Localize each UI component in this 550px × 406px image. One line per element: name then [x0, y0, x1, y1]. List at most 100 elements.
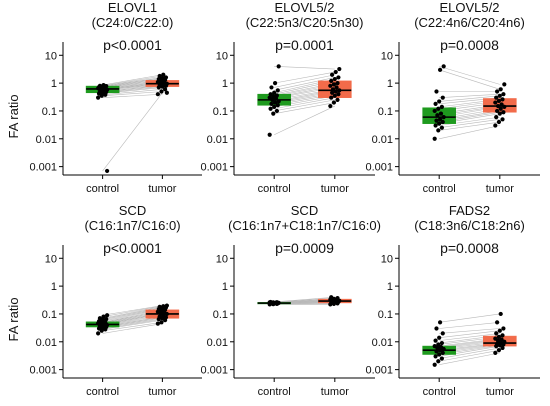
- tumor-data-point: [331, 100, 337, 105]
- control-data-point: [440, 350, 445, 355]
- tumor-data-point: [332, 93, 337, 98]
- tumor-data-point: [496, 119, 502, 125]
- paired-line: [102, 322, 163, 332]
- paired-line: [274, 105, 335, 135]
- paired-line: [439, 116, 500, 126]
- p-value: p=0.0009: [275, 240, 334, 256]
- paired-line: [102, 92, 163, 172]
- y-tick-label: 0.1: [42, 309, 57, 321]
- y-tick-label: 10: [45, 253, 57, 265]
- panel-title-line1: ELOVL1: [108, 0, 157, 15]
- tumor-data-point: [493, 336, 498, 341]
- tumor-data-point: [502, 82, 507, 87]
- y-axis-label: FA ratio: [6, 94, 21, 138]
- tumor-data-point: [493, 100, 498, 105]
- control-data-point: [97, 316, 103, 321]
- control-data-point: [439, 356, 444, 361]
- tumor-data-point: [493, 123, 498, 128]
- paired-line: [274, 66, 335, 70]
- control-data-point: [432, 343, 437, 349]
- control-data-point: [96, 95, 101, 100]
- tumor-data-point: [493, 350, 498, 355]
- tumor-data-point: [157, 304, 162, 309]
- tumor-data-point: [336, 92, 341, 97]
- tumor-data-point: [500, 333, 505, 338]
- tumor-data-point: [499, 102, 504, 107]
- control-data-point: [436, 359, 441, 364]
- control-data-point: [275, 88, 280, 93]
- tumor-data-point: [495, 103, 501, 109]
- paired-line: [274, 297, 335, 303]
- paired-line: [102, 91, 163, 97]
- control-data-point: [440, 95, 445, 100]
- tumor-data-point: [495, 108, 500, 114]
- paired-line: [439, 322, 500, 329]
- control-data-point: [105, 313, 110, 318]
- x-tick-label-tumor: tumor: [148, 183, 176, 195]
- control-data-point: [437, 99, 442, 104]
- panel-5: SCD(C16:1n7+C18:1n7/C16:0) p=0.0009 10 1 0.1…: [200, 203, 380, 398]
- tumor-data-point: [333, 69, 338, 75]
- control-data-point: [437, 335, 442, 340]
- control-data-point: [267, 132, 272, 137]
- paired-line: [274, 74, 335, 88]
- paired-line: [439, 119, 500, 129]
- tumor-data-point: [496, 334, 502, 339]
- panel-title-line1: ELOVL5/2: [440, 0, 500, 15]
- panel-title-line1: FADS2: [449, 203, 490, 218]
- paired-line: [274, 71, 335, 84]
- x-tick-label-tumor: tumor: [486, 183, 514, 195]
- paired-line: [439, 69, 500, 90]
- tumor-data-point: [337, 88, 342, 93]
- control-data-point: [433, 101, 438, 106]
- y-tick-label: 0.1: [213, 106, 228, 118]
- control-data-point: [433, 123, 438, 128]
- control-data-point: [441, 64, 446, 69]
- tumor-data-point: [330, 87, 336, 92]
- paired-line: [102, 75, 163, 87]
- control-data-point: [276, 64, 281, 69]
- tumor-data-point: [334, 85, 339, 90]
- y-tick-label: 0.1: [42, 106, 57, 118]
- paired-line: [102, 323, 163, 334]
- x-tick-label-tumor: tumor: [321, 386, 349, 398]
- control-data-point: [268, 106, 273, 111]
- tumor-data-point: [164, 303, 169, 308]
- control-data-point: [434, 118, 439, 123]
- y-tick-label: 0.1: [378, 309, 393, 321]
- paired-line: [439, 66, 500, 85]
- tumor-data-point: [496, 98, 502, 103]
- panel-title-line2: (C22:4n6/C20:4n6): [414, 15, 525, 30]
- tumor-data-point: [497, 328, 502, 333]
- panel-3: ELOVL5/2(C22:4n6/C20:4n6) p=0.0008 10 1 0.1 0…: [365, 0, 540, 195]
- tumor-data-point: [164, 90, 169, 95]
- y-tick-label: 10: [45, 50, 57, 62]
- tumor-data-point: [162, 87, 168, 92]
- y-tick-label: 0.001: [365, 365, 393, 377]
- control-data-point: [96, 331, 101, 336]
- paired-line: [439, 328, 500, 334]
- tumor-data-point: [330, 90, 335, 95]
- paired-line: [102, 306, 163, 319]
- y-tick-label: 0.01: [207, 337, 228, 349]
- panel-title-line1: ELOVL5/2: [275, 0, 335, 15]
- p-value: p<0.0001: [103, 37, 162, 53]
- paired-line: [102, 305, 163, 317]
- paired-line: [439, 352, 500, 366]
- control-data-point: [439, 125, 444, 130]
- x-tick-label-tumor: tumor: [148, 386, 176, 398]
- control-data-point: [272, 104, 277, 109]
- tumor-data-point: [335, 81, 340, 86]
- control-data-point: [433, 338, 438, 343]
- tumor-data-point: [159, 320, 164, 325]
- tumor-data-point: [161, 304, 166, 309]
- y-tick-label: 0.1: [213, 309, 228, 321]
- x-tick-label-control: control: [258, 183, 291, 195]
- control-data-point: [432, 108, 437, 114]
- panel-title-line2: (C24:0/C22:0): [92, 15, 174, 30]
- tumor-data-point: [496, 348, 502, 353]
- y-tick-label: 0.01: [207, 134, 228, 146]
- control-data-point: [274, 300, 279, 305]
- control-data-point: [268, 92, 273, 97]
- y-tick-label: 0.01: [36, 134, 57, 146]
